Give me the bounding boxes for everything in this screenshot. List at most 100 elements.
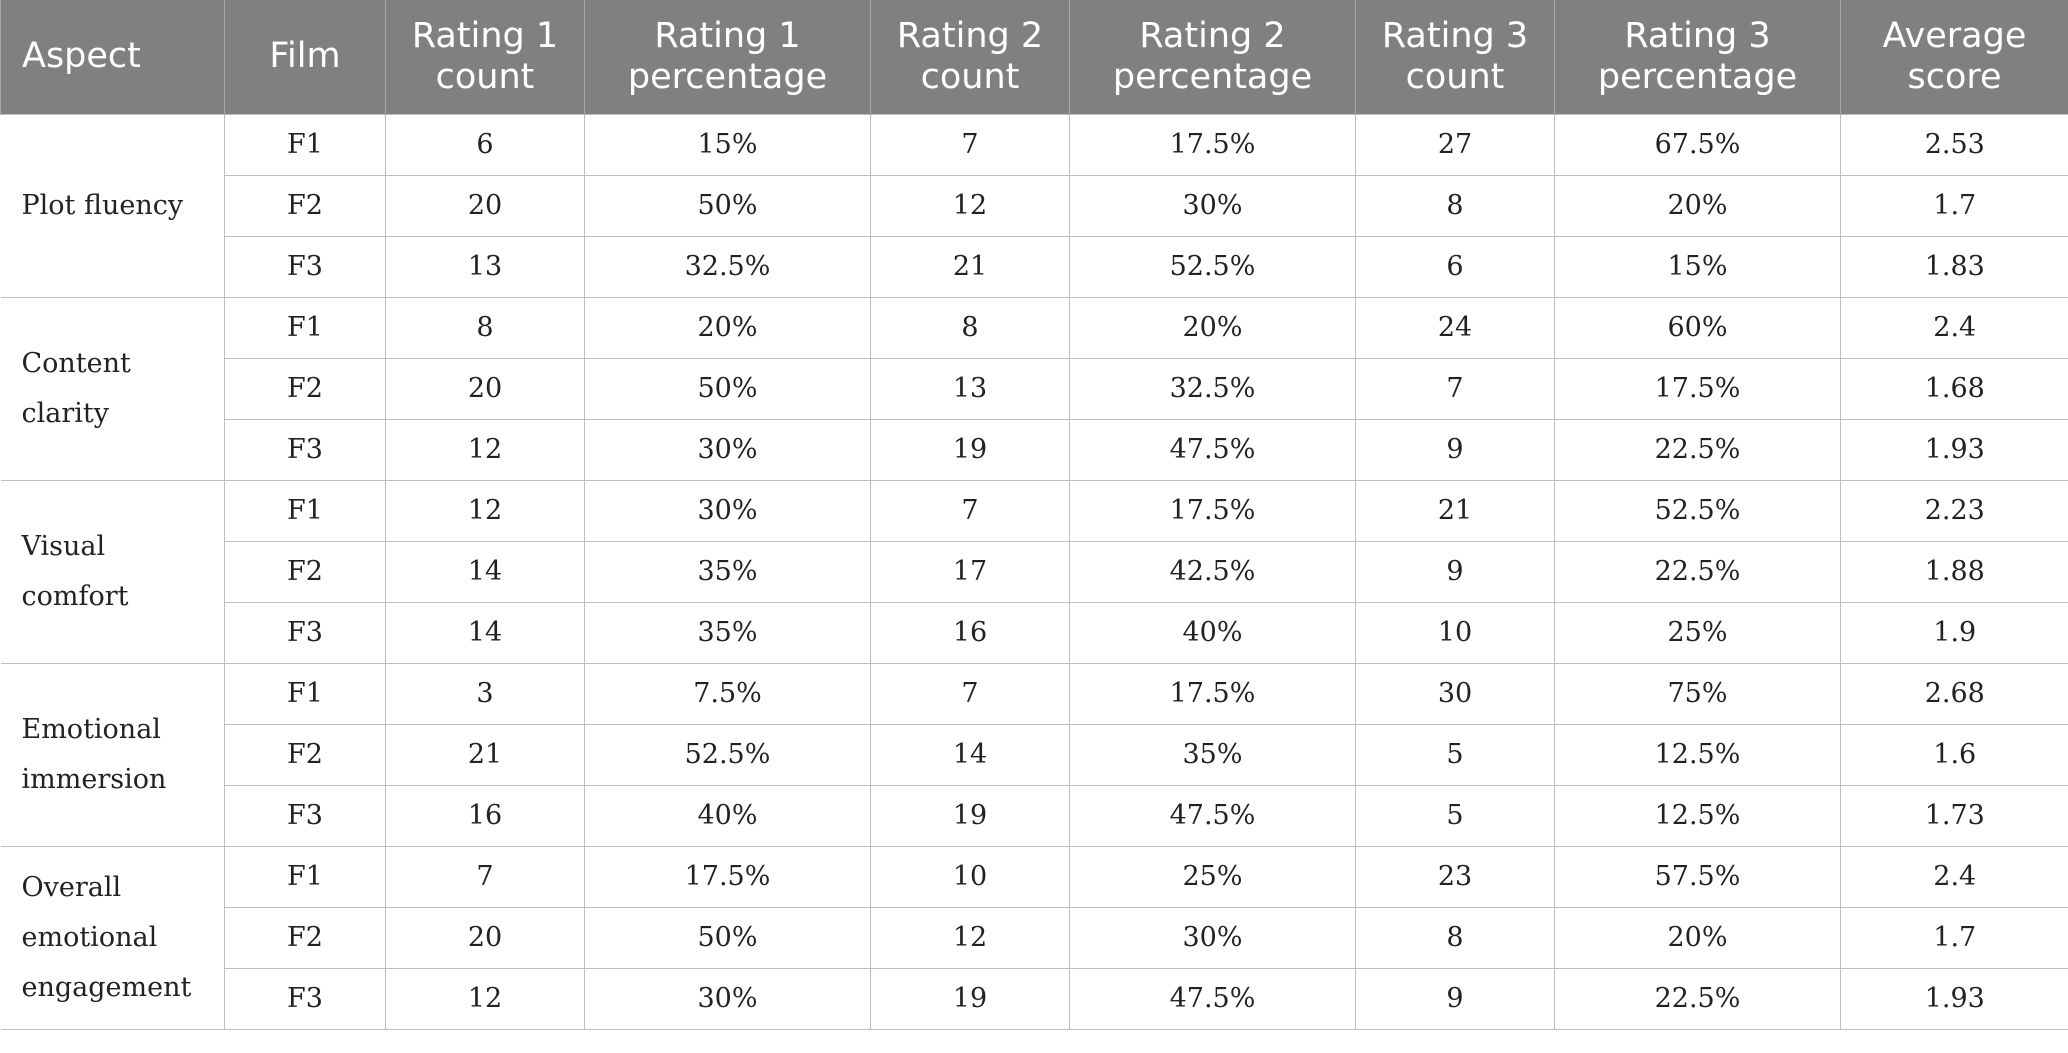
table-row: F3 13 32.5% 21 52.5% 6 15% 1.83 (1, 235, 2068, 298)
rating-1-percentage-cell: 17.5% (584, 845, 871, 908)
rating-2-count-cell: 17 (870, 540, 1070, 603)
table-row: Emotional immersion F1 3 7.5% 7 17.5% 30 75% 2.6… (0, 662, 2068, 847)
rating-3-percentage-cell: 20% (1554, 174, 1841, 237)
rating-3-percentage-cell: 75% (1554, 662, 1841, 725)
rating-3-percentage-cell: 60% (1554, 296, 1841, 359)
rating-1-percentage-cell: 50% (584, 357, 871, 420)
rating-3-count-cell: 7 (1355, 357, 1555, 420)
rating-2-count-cell: 19 (870, 418, 1070, 481)
table-header: Aspect Film Rating 1 count Rating 1 perc… (0, 0, 2068, 114)
rating-3-percentage-cell: 22.5% (1554, 418, 1841, 481)
header-rating-3-count: Rating 3 count (1355, 0, 1555, 114)
rating-2-percentage-cell: 42.5% (1069, 540, 1356, 603)
rating-2-count-cell: 21 (870, 235, 1070, 298)
rating-2-percentage-cell: 47.5% (1069, 967, 1356, 1030)
rating-1-count-cell: 21 (385, 723, 585, 786)
aspect-cell: Content clarity (0, 296, 225, 481)
rating-3-percentage-cell: 57.5% (1554, 845, 1841, 908)
rating-2-count-cell: 12 (870, 174, 1070, 237)
rating-1-percentage-cell: 15% (584, 113, 871, 176)
rating-1-count-cell: 8 (385, 296, 585, 359)
aspect-cell: Plot fluency (0, 113, 225, 298)
film-cell: F1 (224, 662, 386, 725)
average-score-cell: 1.93 (1840, 967, 2068, 1030)
rating-1-count-cell: 12 (385, 479, 585, 542)
film-cell: F3 (224, 784, 386, 847)
average-score-cell: 2.68 (1840, 662, 2068, 725)
header-rating-1-percentage: Rating 1 percentage (584, 0, 871, 114)
rating-3-percentage-cell: 17.5% (1554, 357, 1841, 420)
rating-2-count-cell: 19 (870, 784, 1070, 847)
header-average-score: Average score (1840, 0, 2068, 114)
rating-1-percentage-cell: 30% (584, 967, 871, 1030)
rating-1-percentage-cell: 7.5% (584, 662, 871, 725)
header-aspect: Aspect (0, 0, 225, 114)
rating-2-percentage-cell: 40% (1069, 601, 1356, 664)
rating-3-count-cell: 9 (1355, 418, 1555, 481)
rating-1-percentage-cell: 30% (584, 479, 871, 542)
table-row: F3 14 35% 16 40% 10 25% 1.9 (1, 601, 2068, 664)
rating-3-percentage-cell: 52.5% (1554, 479, 1841, 542)
rating-2-count-cell: 14 (870, 723, 1070, 786)
rating-3-count-cell: 21 (1355, 479, 1555, 542)
table-row: F3 16 40% 19 47.5% 5 12.5% 1.73 (1, 784, 2068, 847)
rating-2-percentage-cell: 47.5% (1069, 784, 1356, 847)
film-cell: F1 (224, 845, 386, 908)
rating-2-count-cell: 13 (870, 357, 1070, 420)
rating-3-percentage-cell: 25% (1554, 601, 1841, 664)
ratings-table-container: Aspect Film Rating 1 count Rating 1 perc… (0, 0, 2068, 1030)
rating-1-count-cell: 16 (385, 784, 585, 847)
film-cell: F2 (224, 174, 386, 237)
rating-3-count-cell: 24 (1355, 296, 1555, 359)
rating-1-count-cell: 12 (385, 967, 585, 1030)
average-score-cell: 1.7 (1840, 174, 2068, 237)
average-score-cell: 1.9 (1840, 601, 2068, 664)
rating-2-count-cell: 16 (870, 601, 1070, 664)
average-score-cell: 1.6 (1840, 723, 2068, 786)
rating-3-percentage-cell: 22.5% (1554, 540, 1841, 603)
rating-3-percentage-cell: 20% (1554, 906, 1841, 969)
film-cell: F3 (224, 601, 386, 664)
average-score-cell: 2.4 (1840, 845, 2068, 908)
table-row: Visual comfort F1 12 30% 7 17.5% 21 52.5% 2.23 (0, 479, 2068, 664)
film-cell: F1 (224, 296, 386, 359)
rating-3-count-cell: 8 (1355, 906, 1555, 969)
film-cell: F1 (224, 113, 386, 176)
rating-1-count-cell: 20 (385, 357, 585, 420)
rating-3-count-cell: 27 (1355, 113, 1555, 176)
rating-2-percentage-cell: 30% (1069, 174, 1356, 237)
rating-2-percentage-cell: 47.5% (1069, 418, 1356, 481)
rating-1-count-cell: 20 (385, 174, 585, 237)
rating-3-percentage-cell: 67.5% (1554, 113, 1841, 176)
table-row: F2 20 50% 12 30% 8 20% 1.7 (1, 906, 2068, 969)
average-score-cell: 1.88 (1840, 540, 2068, 603)
aspect-cell: Emotional immersion (0, 662, 225, 847)
rating-1-percentage-cell: 32.5% (584, 235, 871, 298)
rating-3-count-cell: 9 (1355, 967, 1555, 1030)
rating-3-percentage-cell: 12.5% (1554, 723, 1841, 786)
average-score-cell: 2.23 (1840, 479, 2068, 542)
rating-1-count-cell: 3 (385, 662, 585, 725)
rating-2-percentage-cell: 32.5% (1069, 357, 1356, 420)
rating-2-percentage-cell: 17.5% (1069, 662, 1356, 725)
table-row: Plot fluency F1 6 15% 7 17.5% 27 67.5% 2.53 (0, 113, 2068, 298)
table-body: Plot fluency F1 6 15% 7 17.5% 27 67.5% 2.53 F2 20 5… (0, 113, 2068, 1030)
film-cell: F3 (224, 967, 386, 1030)
rating-3-count-cell: 6 (1355, 235, 1555, 298)
rating-1-count-cell: 14 (385, 540, 585, 603)
average-score-cell: 1.7 (1840, 906, 2068, 969)
rating-1-count-cell: 14 (385, 601, 585, 664)
film-cell: F2 (224, 540, 386, 603)
average-score-cell: 2.4 (1840, 296, 2068, 359)
rating-1-percentage-cell: 30% (584, 418, 871, 481)
rating-1-percentage-cell: 35% (584, 540, 871, 603)
table-row: F3 12 30% 19 47.5% 9 22.5% 1.93 (1, 967, 2068, 1030)
rating-1-percentage-cell: 50% (584, 174, 871, 237)
rating-3-count-cell: 5 (1355, 784, 1555, 847)
rating-3-count-cell: 10 (1355, 601, 1555, 664)
rating-2-percentage-cell: 25% (1069, 845, 1356, 908)
rating-3-percentage-cell: 15% (1554, 235, 1841, 298)
rating-2-percentage-cell: 30% (1069, 906, 1356, 969)
table-row: F2 21 52.5% 14 35% 5 12.5% 1.6 (1, 723, 2068, 786)
average-score-cell: 1.68 (1840, 357, 2068, 420)
